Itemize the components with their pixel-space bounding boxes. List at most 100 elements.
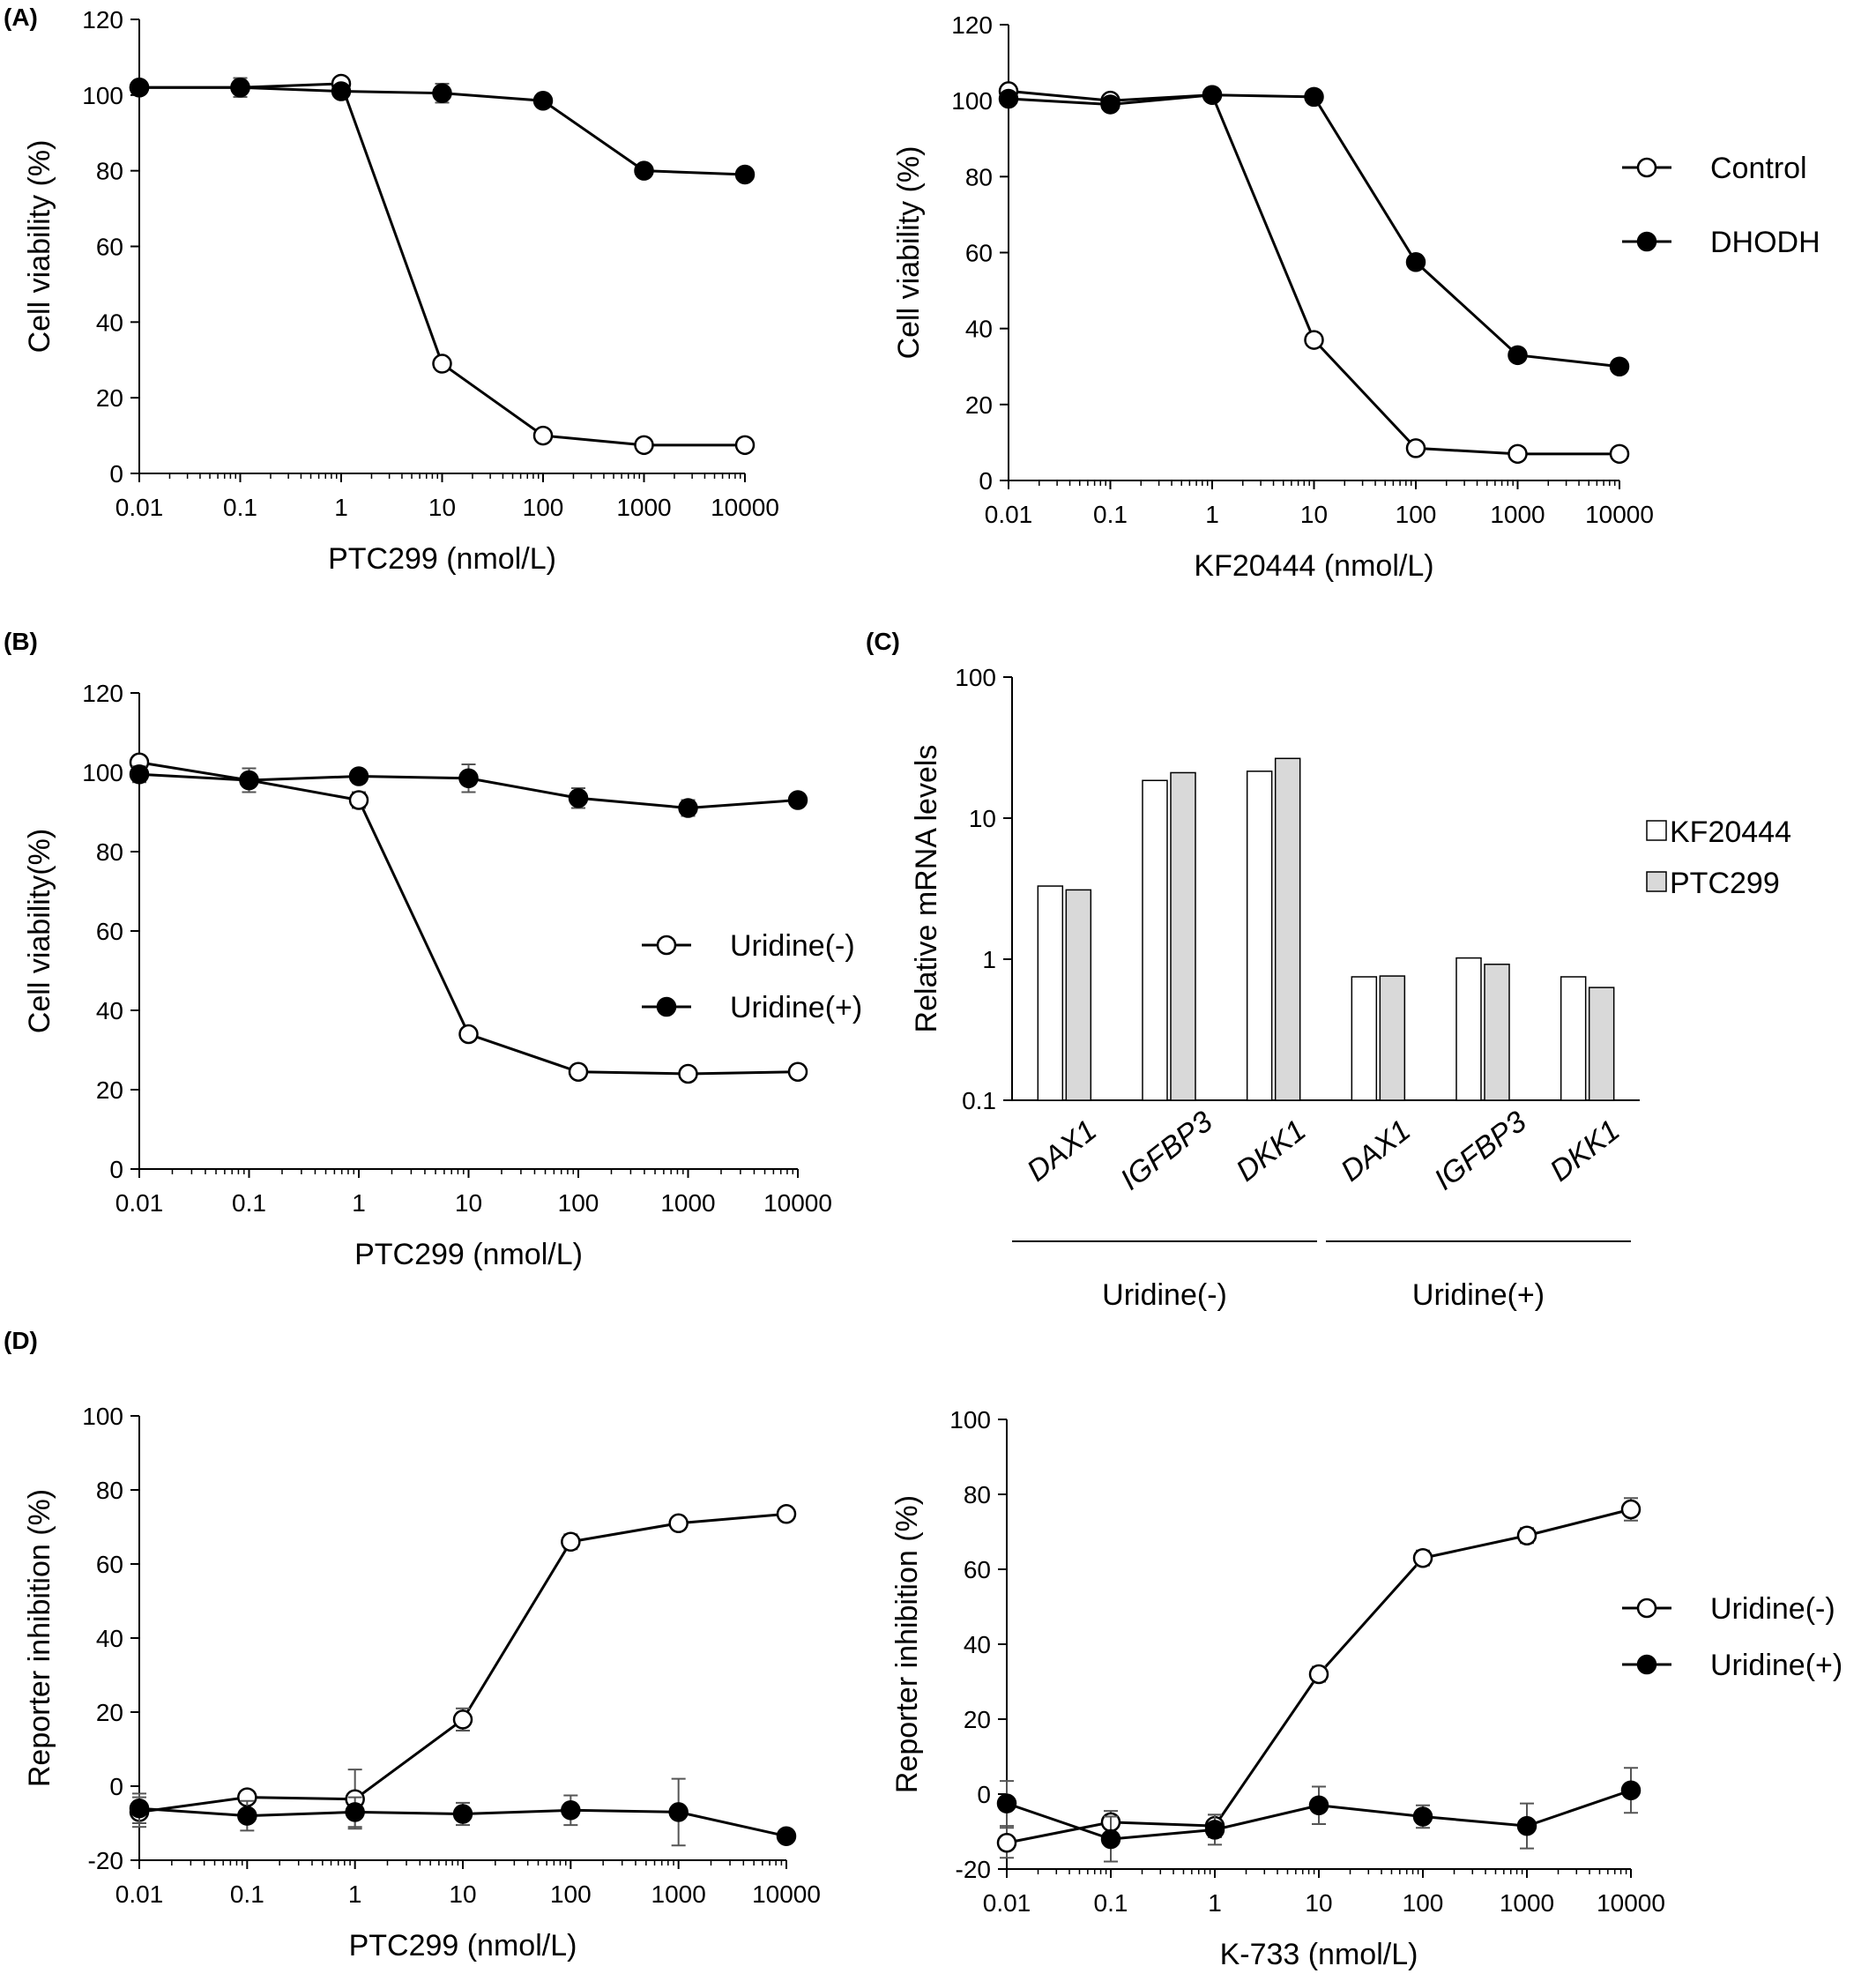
A_right-x-tick-label: 1000: [1490, 501, 1545, 528]
A_left-series-1-point: [230, 78, 250, 98]
A_left-series-1-point: [432, 83, 452, 103]
C-bar-KF20444: [1455, 957, 1482, 1101]
B-x-tick-label: 1000: [660, 1189, 715, 1217]
A_left-x-tick-label: 1: [334, 494, 348, 521]
A_left-x-tick-label: 1000: [616, 494, 671, 521]
B-legend-marker: [656, 996, 677, 1017]
B-y-tick-label: 40: [96, 997, 123, 1024]
C-group-label: Uridine(-): [1102, 1278, 1227, 1312]
B-series-0-point: [458, 1024, 479, 1045]
B-series-0-point: [678, 1063, 698, 1084]
B-y-tick-label: 80: [96, 838, 123, 866]
D_right-y-axis-title: Reporter inhibition (%): [890, 1495, 924, 1793]
A_right-y-tick-label: 80: [965, 163, 993, 190]
D_left-y-tick-label: 20: [96, 1699, 123, 1726]
A_left-y-tick-label: 80: [96, 158, 123, 185]
D_left-series-1-point: [345, 1802, 365, 1822]
B-series-1-point: [458, 768, 479, 788]
C-bar-KF20444: [1037, 885, 1064, 1101]
D_right-series-0-point: [1620, 1499, 1642, 1520]
C-category-label: IGFBP3: [1114, 1105, 1219, 1196]
B-y-tick-label: 0: [109, 1156, 123, 1183]
B-series-1-point: [129, 764, 150, 785]
D_left-x-tick-label: 10000: [752, 1880, 821, 1908]
A_right-y-tick-label: 120: [951, 11, 993, 39]
D_left-x-tick-label: 100: [550, 1880, 592, 1908]
D_right-x-tick-label: 10000: [1597, 1889, 1665, 1917]
B-y-tick-label: 20: [96, 1076, 123, 1104]
C-legend-label: PTC299: [1670, 867, 1780, 900]
D_right-series-1-point: [1204, 1820, 1225, 1840]
A_right-legend-marker: [1636, 231, 1657, 252]
C-legend-swatch: [1646, 820, 1667, 841]
panel-label-d: (D): [4, 1327, 38, 1354]
A_left-y-tick-label: 120: [82, 6, 123, 34]
A_left-series-1-point: [532, 91, 554, 111]
A_right-legend-label: DHODH: [1710, 226, 1820, 259]
A_left-series-0-point: [532, 425, 554, 446]
B-x-tick-label: 100: [558, 1189, 599, 1217]
C-group-label: Uridine(+): [1412, 1278, 1545, 1312]
D_right-x-tick-label: 0.1: [1094, 1889, 1128, 1917]
C-y-tick-label: 10: [969, 805, 996, 832]
D_right-y-tick-label: 0: [977, 1781, 991, 1808]
D_right-y-tick-label: -20: [956, 1856, 991, 1883]
C-bar-KF20444: [1351, 976, 1378, 1101]
A_right-series-1-point: [1100, 94, 1120, 115]
A_left-y-tick-label: 100: [82, 82, 123, 109]
B-series-1-point: [568, 788, 589, 808]
D_right-legend-label: Uridine(+): [1710, 1649, 1842, 1682]
B-x-axis-title: PTC299 (nmol/L): [354, 1238, 583, 1271]
D_right-x-tick-label: 10: [1305, 1889, 1332, 1917]
A_right-x-tick-label: 0.01: [985, 501, 1033, 528]
A_left-series-1-point: [129, 78, 150, 98]
A_right-series-1-point: [1202, 85, 1223, 105]
C-legend-label: KF20444: [1670, 815, 1791, 849]
A_right-series-1-point: [1304, 86, 1324, 108]
D_right-x-tick-label: 0.01: [983, 1889, 1031, 1917]
D_right-x-tick-label: 1: [1208, 1889, 1222, 1917]
D_left-y-tick-label: -20: [88, 1847, 123, 1874]
D_right-x-axis-title: K-733 (nmol/L): [1220, 1938, 1418, 1971]
A_left-y-tick-label: 0: [109, 460, 123, 488]
D_right-x-tick-label: 100: [1403, 1889, 1444, 1917]
D_right-y-tick-label: 60: [964, 1556, 991, 1583]
B-series-0-point: [348, 790, 369, 810]
A_right-series-0-point: [1405, 438, 1426, 458]
D_right-y-tick-label: 20: [964, 1706, 991, 1733]
D_left-y-tick-label: 60: [96, 1551, 123, 1578]
D_left-y-axis-title: Reporter inhibition (%): [23, 1489, 56, 1787]
D_left-x-tick-label: 1: [348, 1880, 362, 1908]
A_right-y-tick-label: 40: [965, 316, 993, 343]
D_left-x-tick-label: 1000: [651, 1880, 706, 1908]
D_left-series-1-point: [776, 1826, 797, 1846]
A_left-series-0-point: [734, 435, 756, 456]
D_right-legend-marker: [1636, 1597, 1657, 1619]
A_left-series-1-point: [734, 164, 756, 185]
C-y-tick-label: 0.1: [962, 1087, 996, 1114]
B-series-1-point: [678, 798, 698, 818]
A_left-series-1-point: [331, 81, 352, 101]
D_right-y-tick-label: 80: [964, 1481, 991, 1508]
D_left-x-tick-label: 10: [449, 1880, 476, 1908]
D_left-series-1-point: [561, 1800, 581, 1821]
D_right-series-1-point: [1516, 1815, 1537, 1836]
B-y-axis-title: Cell viability(%): [23, 829, 56, 1033]
panel-label-c: (C): [866, 628, 900, 655]
B-series-0-point: [568, 1061, 589, 1082]
D_right-series-1-point: [1308, 1795, 1329, 1815]
C-bar-PTC299: [1274, 757, 1301, 1101]
C-category-label: DKK1: [1230, 1113, 1312, 1188]
A_right-series-1-point: [1609, 356, 1630, 376]
A_right-series-1-point: [998, 88, 1019, 109]
A_right-y-tick-label: 100: [951, 87, 993, 115]
D_right-series-1-point: [1412, 1806, 1433, 1827]
C-bar-PTC299: [1170, 771, 1196, 1101]
D_right-y-tick-label: 100: [949, 1406, 991, 1434]
A_left-x-tick-label: 0.1: [223, 494, 257, 521]
A_left-x-tick-label: 10000: [711, 494, 779, 521]
D_left-series-1-point: [452, 1804, 473, 1824]
B-legend-label: Uridine(+): [730, 991, 862, 1024]
A_right-series-0-point: [1609, 443, 1630, 465]
